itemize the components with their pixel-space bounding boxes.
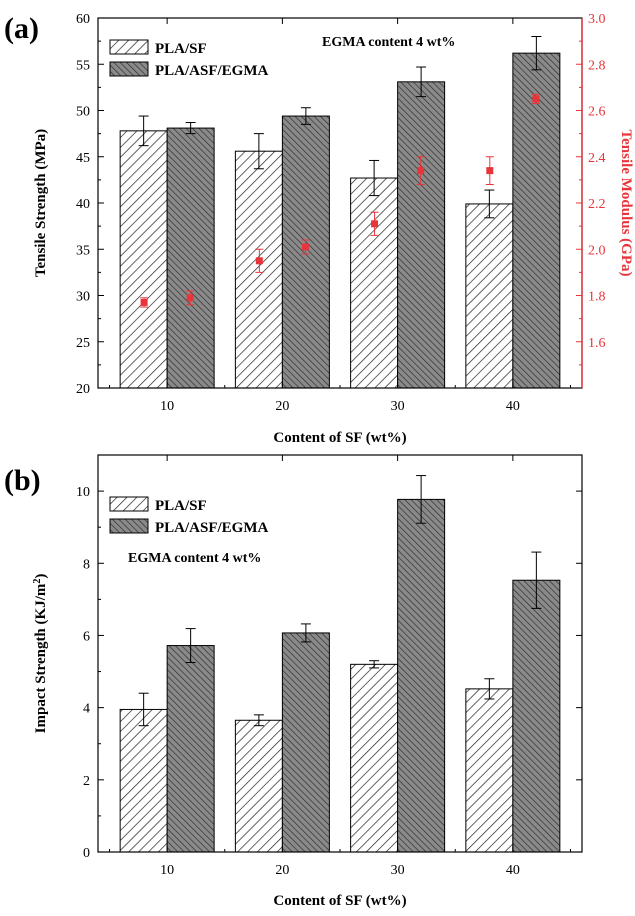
legend-label: PLA/SF: [155, 41, 207, 57]
modulus-point: [187, 294, 194, 301]
annotation-egma: EGMA content 4 wt%: [322, 35, 455, 50]
x-tick-label: 40: [506, 399, 520, 414]
y2-tick-label: 2.8: [588, 58, 606, 73]
y-tick-label: 20: [76, 382, 90, 397]
modulus-point: [486, 167, 493, 174]
y-tick-label: 35: [76, 243, 90, 258]
y-tick-label: 8: [83, 557, 90, 572]
x-tick-label: 10: [160, 399, 174, 414]
modulus-point: [141, 299, 148, 306]
annotation-egma: EGMA content 4 wt%: [128, 551, 261, 566]
bar-pla-asf-egma-40: [513, 580, 560, 852]
y-tick-label: 30: [76, 290, 90, 305]
bar-pla-sf-30: [351, 178, 398, 388]
bar-pla-sf-20: [235, 720, 282, 852]
modulus-point: [532, 95, 539, 102]
y-axis-title: Impact Strength (KJ/m2): [32, 574, 50, 734]
y2-axis-title: Tensile Modulus (GPa): [618, 130, 634, 277]
y2-tick-label: 3.0: [588, 12, 606, 27]
x-tick-label: 20: [275, 863, 289, 878]
legend-label: PLA/ASF/EGMA: [155, 63, 269, 79]
panel-b: (b) 0 2 4 6 8 10 10 20 30 40 Content of SF (wt%) Imp…: [4, 455, 582, 909]
y-tick-label: 60: [76, 12, 90, 27]
panel-a: (a) 1.6 1.8 2.0 2.2 2.4 2.6 2.8 3.0 Tensile Modul…: [4, 12, 634, 446]
y-tick-label: 0: [83, 846, 90, 861]
bar-pla-sf-40: [466, 689, 513, 852]
x-axis-title: Content of SF (wt%): [273, 430, 406, 446]
modulus-point: [302, 243, 309, 250]
y-tick-label: 40: [76, 197, 90, 212]
bar-pla-asf-egma-20: [282, 633, 329, 852]
y-axis-title-text: Impact Strength (KJ/m: [33, 583, 49, 733]
bar-pla-sf-10: [120, 131, 167, 388]
bar-pla-asf-egma-30: [398, 82, 445, 388]
y-tick-label: 4: [83, 702, 90, 717]
panel-label: (a): [4, 12, 39, 45]
y2-tick-label: 2.6: [588, 105, 606, 120]
y2-tick-label: 1.6: [588, 336, 606, 351]
y2-tick-label: 2.0: [588, 243, 606, 258]
legend-swatch: [110, 62, 148, 76]
bar-pla-sf-30: [351, 664, 398, 852]
legend-swatch: [110, 40, 148, 54]
y2-tick-label: 2.2: [588, 197, 606, 212]
y-tick-label: 25: [76, 336, 90, 351]
y-tick-label: 2: [83, 774, 90, 789]
x-tick-label: 10: [160, 863, 174, 878]
panel-label: (b): [4, 464, 41, 497]
bar-pla-sf-10: [120, 709, 167, 852]
modulus-point: [417, 167, 424, 174]
modulus-point: [371, 220, 378, 227]
y-tick-label: 6: [83, 629, 90, 644]
modulus-point: [256, 257, 263, 264]
y2-tick-label: 1.8: [588, 290, 606, 305]
y-tick-label: 55: [76, 58, 90, 73]
x-tick-label: 20: [275, 399, 289, 414]
y-axis-title-text: Tensile Strength (MPa): [33, 129, 49, 277]
x-tick-label: 40: [506, 863, 520, 878]
y-axis-title-close: ): [33, 574, 49, 579]
x-tick-label: 30: [391, 863, 405, 878]
bar-pla-asf-egma-10: [167, 646, 214, 852]
y-tick-label: 45: [76, 151, 90, 166]
x-tick-label: 30: [391, 399, 405, 414]
bar-pla-asf-egma-10: [167, 128, 214, 388]
legend-label: PLA/ASF/EGMA: [155, 520, 269, 536]
legend-swatch: [110, 497, 148, 511]
y-axis-title: Tensile Strength (MPa): [33, 129, 49, 277]
bar-pla-sf-40: [466, 204, 513, 388]
y-tick-label: 50: [76, 105, 90, 120]
bar-pla-asf-egma-30: [398, 499, 445, 852]
legend-label: PLA/SF: [155, 498, 207, 514]
y2-tick-label: 2.4: [588, 151, 606, 166]
y-tick-label: 10: [76, 485, 90, 500]
x-axis-title: Content of SF (wt%): [273, 893, 406, 909]
legend-swatch: [110, 519, 148, 533]
